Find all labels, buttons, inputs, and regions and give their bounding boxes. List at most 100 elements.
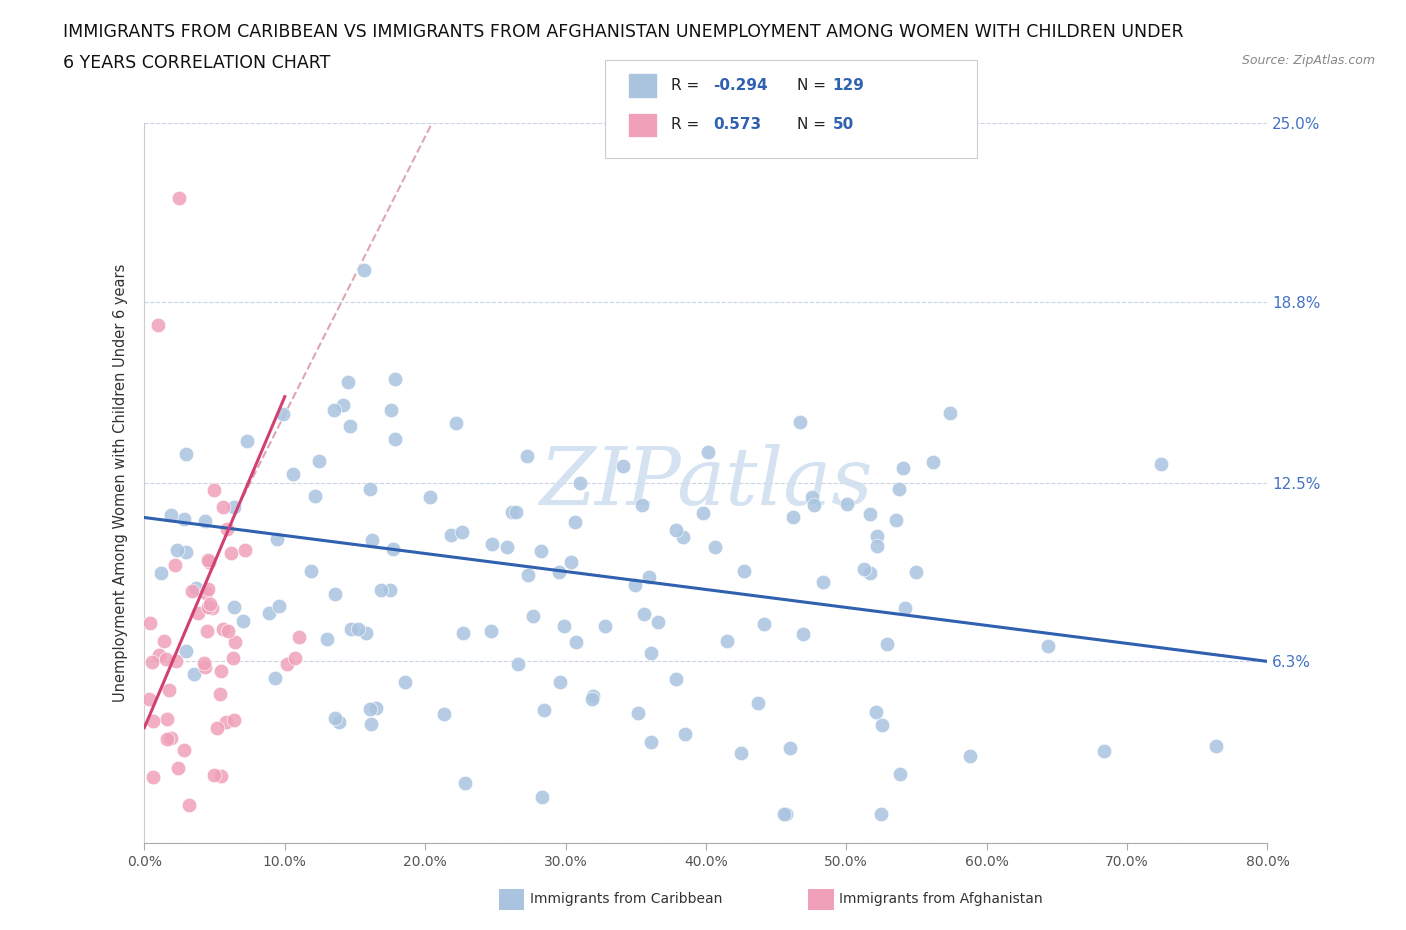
Text: ZIPatlas: ZIPatlas	[538, 445, 873, 522]
Point	[959, 749, 981, 764]
Point	[222, 599, 245, 614]
Point	[141, 655, 163, 670]
Point	[222, 650, 245, 665]
Point	[197, 600, 219, 615]
Point	[197, 581, 219, 596]
Point	[193, 656, 215, 671]
Point	[323, 587, 346, 602]
Point	[276, 657, 298, 671]
Point	[159, 508, 181, 523]
Point	[340, 621, 363, 636]
Point	[202, 767, 225, 782]
Point	[647, 614, 669, 629]
Point	[201, 600, 224, 615]
Point	[235, 433, 257, 448]
Point	[581, 691, 603, 706]
Point	[384, 432, 406, 446]
Point	[174, 545, 197, 560]
Point	[703, 539, 725, 554]
Point	[773, 806, 796, 821]
Point	[269, 598, 291, 613]
Point	[479, 623, 502, 638]
Point	[347, 621, 370, 636]
Point	[505, 505, 527, 520]
Point	[271, 406, 294, 421]
Point	[179, 798, 201, 813]
Text: 6 YEARS CORRELATION CHART: 6 YEARS CORRELATION CHART	[63, 54, 330, 72]
Text: N =: N =	[797, 78, 831, 93]
Point	[439, 528, 461, 543]
Text: R =: R =	[671, 78, 704, 93]
Point	[353, 262, 375, 277]
Point	[366, 700, 388, 715]
Point	[394, 674, 416, 689]
Point	[219, 545, 242, 560]
Point	[939, 405, 962, 420]
Point	[451, 525, 474, 539]
Text: 50: 50	[832, 117, 853, 132]
Point	[323, 711, 346, 725]
Point	[624, 578, 647, 592]
Point	[673, 726, 696, 741]
Point	[328, 714, 350, 729]
Point	[195, 624, 218, 639]
Point	[801, 489, 824, 504]
Point	[627, 706, 650, 721]
Point	[697, 445, 720, 459]
Point	[323, 403, 346, 418]
Point	[202, 482, 225, 497]
Point	[332, 398, 354, 413]
Point	[775, 806, 797, 821]
Point	[886, 513, 908, 528]
Text: R =: R =	[671, 117, 704, 132]
Point	[360, 716, 382, 731]
Point	[789, 415, 811, 430]
Point	[454, 776, 477, 790]
Point	[183, 667, 205, 682]
Point	[870, 806, 893, 821]
Point	[894, 601, 917, 616]
Point	[582, 688, 605, 703]
Point	[173, 512, 195, 526]
Point	[212, 621, 235, 636]
Point	[222, 500, 245, 515]
Point	[174, 644, 197, 658]
Point	[160, 731, 183, 746]
Point	[419, 489, 441, 504]
Point	[198, 554, 221, 569]
Point	[553, 618, 575, 633]
Point	[811, 575, 834, 590]
Point	[501, 504, 523, 519]
Point	[148, 317, 170, 332]
Point	[235, 542, 257, 557]
Point	[665, 523, 688, 538]
Point	[432, 706, 454, 721]
Point	[612, 458, 634, 473]
Point	[530, 544, 553, 559]
Point	[304, 488, 326, 503]
Point	[370, 582, 392, 597]
Text: Immigrants from Afghanistan: Immigrants from Afghanistan	[839, 892, 1043, 907]
Point	[174, 446, 197, 461]
Point	[148, 647, 170, 662]
Point	[212, 499, 235, 514]
Point	[380, 582, 402, 597]
Point	[638, 570, 661, 585]
Point	[1092, 743, 1115, 758]
Point	[209, 768, 232, 783]
Point	[209, 663, 232, 678]
Text: N =: N =	[797, 117, 831, 132]
Point	[692, 505, 714, 520]
Point	[506, 657, 529, 671]
Point	[889, 767, 911, 782]
Point	[156, 732, 179, 747]
Point	[257, 605, 280, 620]
Point	[316, 631, 339, 646]
Point	[198, 597, 221, 612]
Point	[565, 634, 588, 649]
Point	[139, 616, 162, 631]
Point	[633, 606, 655, 621]
Point	[672, 530, 695, 545]
Point	[803, 498, 825, 512]
Text: Source: ZipAtlas.com: Source: ZipAtlas.com	[1241, 54, 1375, 67]
